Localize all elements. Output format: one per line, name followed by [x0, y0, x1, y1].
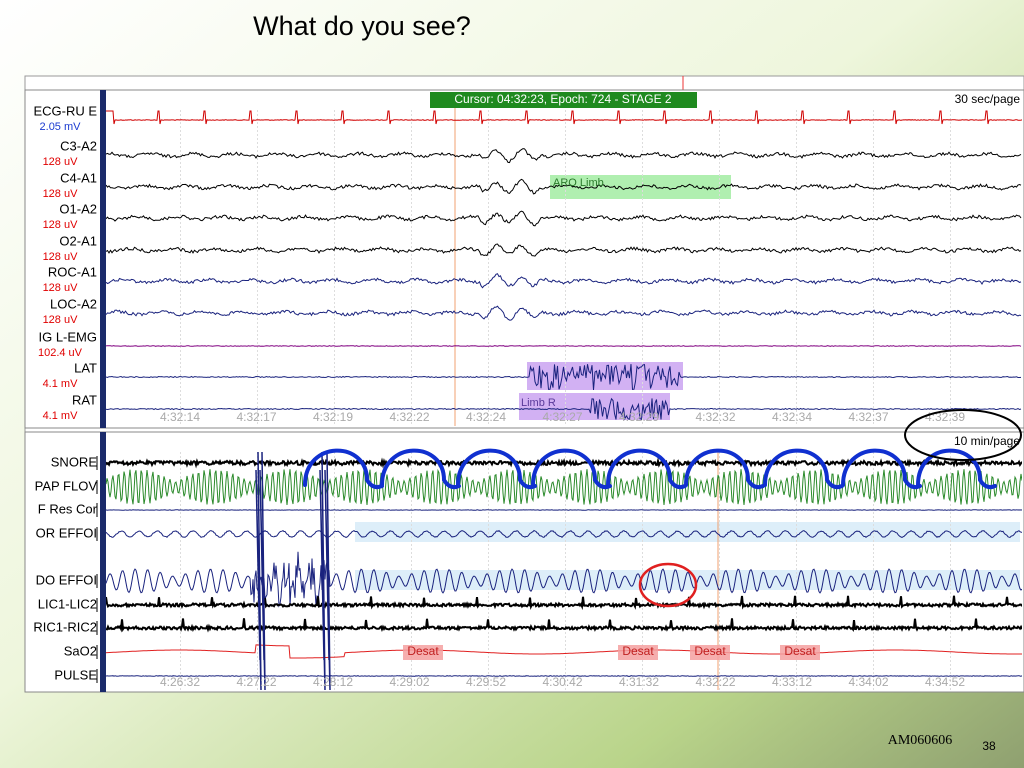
time-label: 4:31:32 [619, 675, 659, 689]
signal-trace [106, 675, 1022, 677]
cursor-box [430, 92, 697, 108]
channel-name: RAT [72, 392, 97, 407]
highlight-circle [904, 409, 1022, 461]
event-label: Desat [784, 644, 816, 658]
channel-name: SaO2 [64, 643, 97, 658]
time-label: 4:26:32 [160, 675, 200, 689]
time-label: 4:32:34 [772, 410, 812, 424]
channel-gain: 4.1 mV [43, 410, 79, 422]
signal-trace [106, 364, 1022, 391]
signal-trace [106, 397, 1022, 421]
artifact-trace [319, 451, 326, 690]
screenshot [24, 75, 1024, 693]
time-label: 4:32:19 [313, 410, 353, 424]
page-number: 38 [982, 739, 996, 753]
artifact-trace [324, 451, 331, 690]
footer-code: AM060606 [888, 733, 953, 748]
time-label: 4:32:22 [695, 675, 735, 689]
channel-name: O2-A1 [59, 233, 97, 248]
signal-trace [106, 273, 1022, 289]
event-label: Desat [407, 644, 439, 658]
slide-title: What do you see? [253, 11, 471, 41]
channel-gain: 128 uV [43, 251, 79, 263]
channel-name: ECG-RU E [33, 103, 97, 118]
channel-name: PULSE [54, 667, 97, 682]
bottom-traces: Desat Desat Desat Desat [106, 451, 1022, 690]
time-label: 4:32:14 [160, 410, 200, 424]
annotation: Limb R [521, 397, 556, 409]
channel-gain: 128 uV [43, 219, 79, 231]
signal-trace [106, 210, 1022, 227]
channel-gain: 2.05 mV [40, 121, 82, 133]
channel-gain: 128 uV [43, 156, 79, 168]
event-box [403, 645, 443, 660]
time-label: 4:30:42 [542, 675, 582, 689]
channel-name: SNORE [51, 454, 98, 469]
channel-name: LOC-A2 [50, 296, 97, 311]
time-label: 4:29:52 [466, 675, 506, 689]
time-label: 4:32:17 [236, 410, 276, 424]
signal-trace [106, 644, 1022, 659]
channel-name: LAT [74, 360, 97, 375]
channel-gain: 4.1 mV [43, 378, 79, 390]
channel-name: O1-A2 [59, 201, 97, 216]
channel-name: PAP FLOV [35, 478, 98, 493]
signal-trace [106, 178, 1022, 195]
signal-trace [106, 305, 1022, 321]
time-label: 4:32:29 [619, 410, 659, 424]
time-label: 4:32:39 [925, 410, 965, 424]
signal-trace [106, 243, 1022, 257]
channel-gain: 102.4 uV [38, 347, 83, 359]
channel-name: C3-A2 [60, 138, 97, 153]
channel-name: RIC1-RIC2 [33, 619, 97, 634]
artifact-trace [259, 451, 266, 690]
event-box [780, 645, 820, 660]
top-traces [106, 108, 1022, 426]
event-box [618, 645, 658, 660]
page-scale: 10 min/page [954, 434, 1020, 448]
time-label: 4:34:52 [925, 675, 965, 689]
time-label: 4:28:12 [313, 675, 353, 689]
time-label: 4:29:02 [389, 675, 429, 689]
time-label: 4:34:02 [848, 675, 888, 689]
event-label: Desat [694, 644, 726, 658]
signal-trace [106, 345, 1022, 347]
channel-gain: 128 uV [43, 314, 79, 326]
signal-trace [106, 110, 1022, 125]
time-label: 4:27:22 [236, 675, 276, 689]
page-scale: 30 sec/page [955, 92, 1021, 106]
channel-name: LIC1-LIC2 [38, 596, 97, 611]
time-label: 4:32:24 [466, 410, 506, 424]
time-label: 4:32:37 [848, 410, 888, 424]
highlight-circle [638, 562, 698, 608]
signal-trace [106, 148, 1022, 164]
cursor-label: Cursor: 04:32:23, Epoch: 724 - STAGE 2 [454, 92, 672, 106]
annotation: ARO Limb [553, 177, 604, 189]
channel-name: IG L-EMG [38, 329, 97, 344]
channel-gain: 128 uV [43, 188, 79, 200]
time-label: 4:32:22 [389, 410, 429, 424]
channel-name: F Res Cor [38, 501, 98, 516]
channel-name: C4-A1 [60, 170, 97, 185]
time-label: 4:32:32 [695, 410, 735, 424]
channel-name: ROC-A1 [48, 264, 97, 279]
channel-name: DO EFFOI [36, 572, 97, 587]
time-label: 4:32:27 [542, 410, 582, 424]
channel-gain: 128 uV [43, 282, 79, 294]
time-label: 4:33:12 [772, 675, 812, 689]
event-label: Desat [622, 644, 654, 658]
highlight-arcs [303, 448, 997, 490]
event-box [690, 645, 730, 660]
channel-name: OR EFFOI [36, 525, 97, 540]
artifact-trace [255, 451, 262, 690]
